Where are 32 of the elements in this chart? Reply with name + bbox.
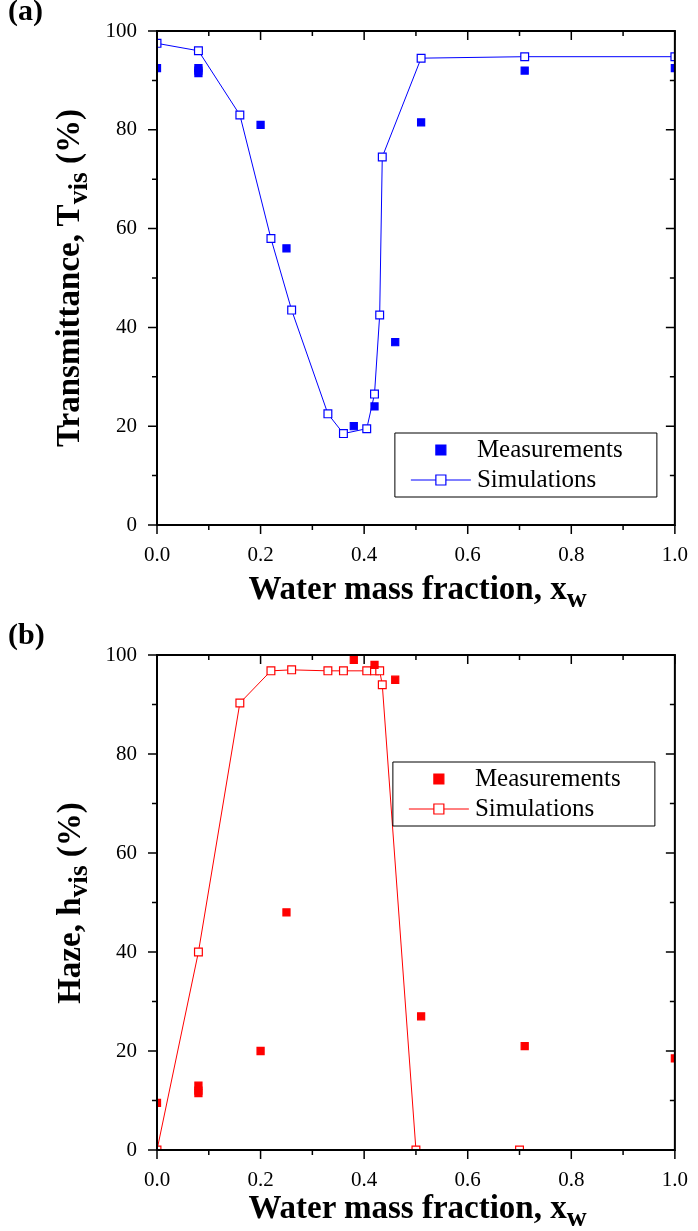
chart-title: (b) bbox=[8, 617, 45, 651]
legend-label: Measurements bbox=[476, 434, 623, 462]
x-tick-label: 0.0 bbox=[143, 542, 171, 567]
y-tick-label: 0 bbox=[126, 1136, 137, 1161]
x-tick-label: 0.4 bbox=[351, 542, 378, 567]
y-tick-label: 60 bbox=[116, 215, 137, 240]
y-tick-label: 40 bbox=[116, 313, 137, 338]
x-tick-label: 0.2 bbox=[247, 1167, 274, 1192]
x-tick-label: 0.0 bbox=[143, 1167, 171, 1192]
x-tick-label: 0.4 bbox=[351, 1167, 378, 1192]
legend-label: Simulations bbox=[476, 464, 597, 492]
x-tick-label: 0.8 bbox=[558, 542, 585, 567]
chart-title: (a) bbox=[8, 0, 43, 27]
x-tick-label: 0.8 bbox=[558, 1167, 585, 1192]
y-tick-label: 0 bbox=[126, 511, 137, 536]
legend-label: Measurements bbox=[474, 763, 621, 791]
x-axis-title: Water mass fraction, x$_{w}$ bbox=[248, 1189, 587, 1231]
y-tick-label: 40 bbox=[116, 938, 137, 963]
y-tick-label: 80 bbox=[116, 740, 137, 765]
y-tick-label: 80 bbox=[116, 116, 137, 141]
y-tick-label: 20 bbox=[116, 1037, 137, 1062]
x-tick-label: 0.2 bbox=[247, 542, 274, 567]
x-tick-label: 1.0 bbox=[661, 542, 688, 567]
x-tick-label: 1.0 bbox=[661, 1167, 688, 1192]
legend-label: Simulations bbox=[474, 793, 595, 821]
y-tick-label: 20 bbox=[116, 412, 137, 437]
y-tick-label: 60 bbox=[116, 839, 137, 864]
x-tick-label: 0.6 bbox=[454, 1167, 481, 1192]
x-axis-title: Water mass fraction, x$_{w}$ bbox=[247, 570, 588, 614]
x-tick-label: 0.6 bbox=[454, 542, 481, 567]
y-tick-label: 100 bbox=[105, 641, 137, 666]
y-tick-label: 100 bbox=[105, 17, 137, 42]
